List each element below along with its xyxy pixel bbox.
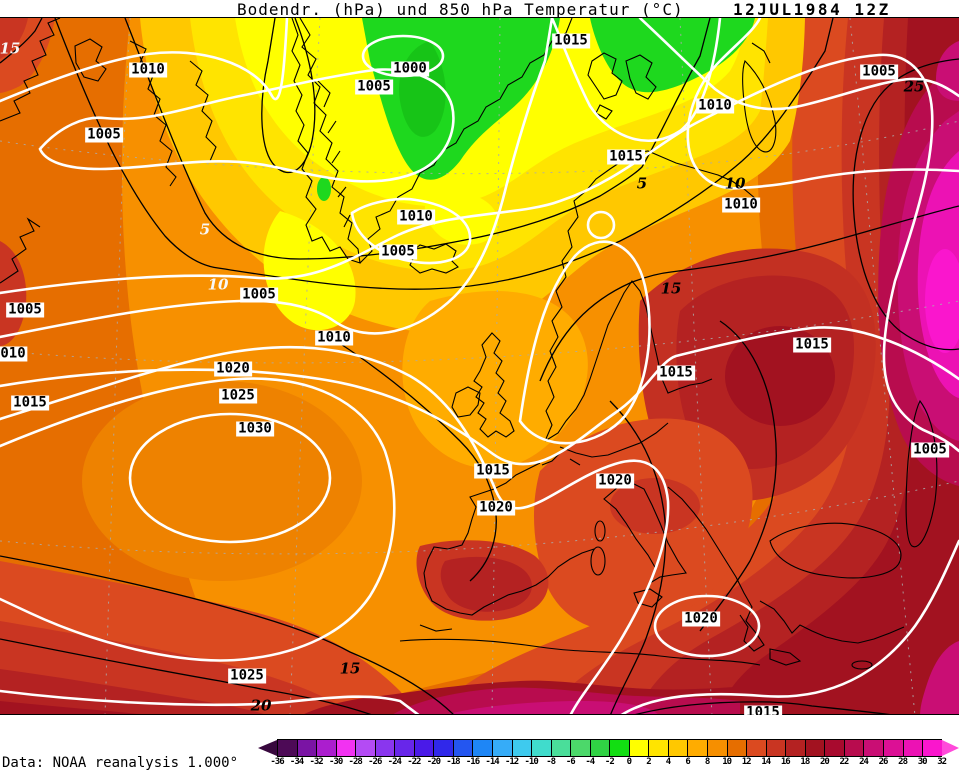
temperature-contours: [0, 18, 959, 714]
colorbar-segment: [316, 739, 336, 757]
colorbar-tick: 22: [839, 757, 850, 767]
map-title: Bodendr. (hPa) und 850 hPa Temperatur (°…: [237, 0, 684, 19]
colorbar-segment: [570, 739, 590, 757]
colorbar-segment: [667, 739, 688, 757]
colorbar-tick: 14: [761, 757, 771, 767]
colorbar-tick: 24: [859, 757, 869, 767]
colorbar-tick: -26: [368, 757, 382, 767]
colorbar-segment: [355, 739, 375, 757]
colorbar-segment: [531, 739, 551, 757]
colorbar-right-arrow: [941, 740, 959, 756]
colorbar-tick: -20: [426, 757, 441, 767]
colorbar-segment: [511, 739, 532, 757]
colorbar-tick: 8: [704, 757, 711, 767]
colorbar-segment: [863, 739, 883, 757]
colorbar-tick: -30: [329, 757, 343, 767]
colorbar-segment: [628, 739, 649, 757]
weather-map: 1010 1005 1005 1000 1015 1015 1010 1010 1005 1010…: [0, 17, 959, 731]
colorbar-segment: [746, 739, 766, 757]
colorbar-tick: -18: [446, 757, 460, 767]
colorbar-tick: 0: [626, 757, 633, 767]
temperature-colorbar: [258, 739, 959, 757]
colorbar-tick: -16: [465, 757, 480, 767]
colorbar-segment: [413, 739, 434, 757]
colorbar-tick: -2: [604, 757, 615, 767]
colorbar-tick: -34: [289, 757, 304, 767]
colorbar-tick: 2: [646, 757, 652, 767]
colorbar-segment: [824, 739, 844, 757]
title-bar: Bodendr. (hPa) und 850 hPa Temperatur (°…: [0, 0, 959, 19]
colorbar-tick: 18: [800, 757, 810, 767]
colorbar-segment: [648, 739, 668, 757]
colorbar-tick: 20: [819, 757, 830, 767]
colorbar-tick-labels: -36 -34 -32 -30 -28 -26 -24 -22 -20 -18 -16 -14 -12-…: [0, 757, 959, 769]
colorbar-left-arrow: [258, 740, 277, 756]
colorbar-segment: [609, 739, 629, 757]
colorbar-tick: 26: [878, 757, 889, 767]
colorbar-tick: 10: [722, 757, 732, 767]
map-datetime: 12JUL1984 12Z: [733, 0, 891, 19]
colorbar-tick: -14: [485, 757, 499, 767]
colorbar-segment: [726, 739, 747, 757]
colorbar-tick: 30: [917, 757, 928, 767]
credit-block: Data: NOAA reanalysis 1.000° (C) Wetterz…: [2, 716, 238, 770]
coastlines: [0, 18, 938, 670]
colorbar-tick: 32: [937, 757, 947, 767]
colorbar-tick: -12: [504, 757, 519, 767]
colorbar-tick: -32: [309, 757, 323, 767]
colorbar-tick: -8: [546, 757, 556, 767]
colorbar-segment: [589, 739, 610, 757]
colorbar-tick: 6: [685, 757, 691, 767]
colorbar-tick: 16: [780, 757, 791, 767]
colorbar-segment: [296, 739, 317, 757]
weather-map-canvas: [0, 18, 959, 714]
colorbar-segment: [550, 739, 571, 757]
credit-data-source: Data: NOAA reanalysis 1.000°: [2, 755, 239, 770]
colorbar-tick: 4: [665, 757, 672, 767]
colorbar-segment: [492, 739, 512, 757]
colorbar-segment: [394, 739, 414, 757]
colorbar-tick: -4: [585, 757, 595, 767]
colorbar-tick: -24: [387, 757, 402, 767]
colorbar-segment: [922, 739, 942, 757]
colorbar-tick: -22: [407, 757, 421, 767]
colorbar-segment: [882, 739, 903, 757]
colorbar-tick: -6: [565, 757, 576, 767]
colorbar-tick: 12: [741, 757, 752, 767]
colorbar-segment: [765, 739, 786, 757]
colorbar-segment: [452, 739, 473, 757]
colorbar-segment: [335, 739, 356, 757]
colorbar-segment: [804, 739, 825, 757]
colorbar-segment: [902, 739, 923, 757]
colorbar-segment: [472, 739, 493, 757]
colorbar-segment: [687, 739, 708, 757]
colorbar-tick: -10: [524, 757, 539, 767]
colorbar-tick: 28: [898, 757, 908, 767]
colorbar-segment: [374, 739, 395, 757]
colorbar-segment: [843, 739, 864, 757]
colorbar-tick: -28: [348, 757, 363, 767]
colorbar-segment: [707, 739, 727, 757]
temperature-shading: [0, 18, 959, 714]
colorbar-tick: -36: [270, 757, 284, 767]
graticule: [0, 18, 959, 714]
colorbar-segment: [433, 739, 453, 757]
colorbar-segment: [277, 739, 297, 757]
colorbar-segment: [785, 739, 805, 757]
